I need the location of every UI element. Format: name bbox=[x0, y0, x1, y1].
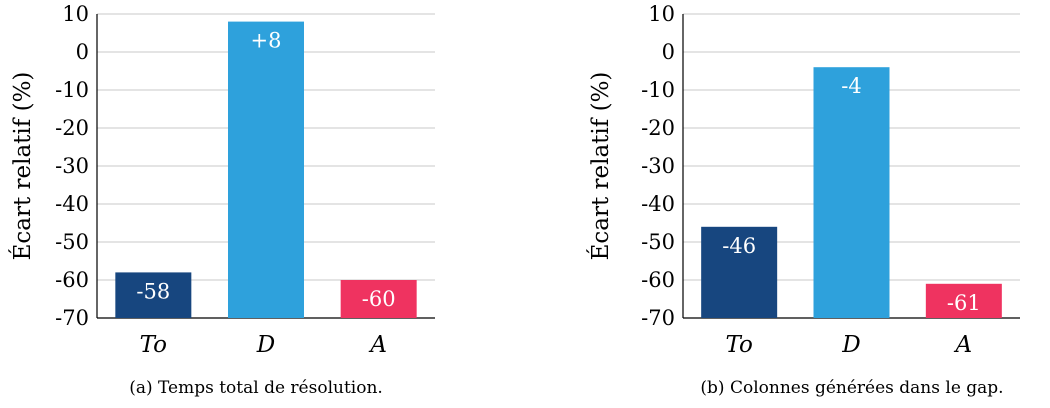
y-tick-label: -40 bbox=[641, 192, 675, 216]
category-label: A bbox=[368, 332, 387, 358]
category-label: To bbox=[725, 332, 752, 358]
y-tick-label: -70 bbox=[641, 306, 675, 330]
y-tick-label: -10 bbox=[55, 78, 89, 102]
bar-to bbox=[701, 226, 778, 318]
y-tick-label: -40 bbox=[55, 192, 89, 216]
bar-d bbox=[813, 67, 890, 318]
y-tick-label: -50 bbox=[55, 230, 89, 254]
bar-value-label: -61 bbox=[947, 291, 981, 315]
bar-a bbox=[340, 280, 417, 318]
y-tick-label: -70 bbox=[55, 306, 89, 330]
y-tick-label: 0 bbox=[662, 40, 675, 64]
y-tick-label: 10 bbox=[62, 2, 89, 26]
bar-value-label: +8 bbox=[251, 29, 282, 53]
bar-value-label: -58 bbox=[136, 279, 170, 303]
y-tick-label: -60 bbox=[55, 268, 89, 292]
bar-to bbox=[115, 272, 192, 318]
y-tick-label: -50 bbox=[641, 230, 675, 254]
y-axis-title: Écart relatif (%) bbox=[587, 72, 614, 261]
bar-value-label: -46 bbox=[722, 234, 756, 258]
bar-d bbox=[228, 21, 304, 318]
y-tick-label: -30 bbox=[55, 154, 89, 178]
category-label: D bbox=[841, 332, 860, 358]
y-tick-label: 0 bbox=[76, 40, 89, 64]
category-label: A bbox=[954, 332, 973, 358]
figure-caption: (b) Colonnes générées dans le gap. bbox=[700, 378, 1003, 398]
y-tick-label: -20 bbox=[641, 116, 675, 140]
bar-a bbox=[925, 283, 1002, 318]
bar-value-label: -4 bbox=[841, 74, 861, 98]
y-tick-label: -10 bbox=[641, 78, 675, 102]
y-tick-label: -20 bbox=[55, 116, 89, 140]
chart-colonnes-generees: 10 0 -10 -20 -30 -40 -50 -60 -70 -46 To -4 D -61 A Écar… bbox=[587, 2, 1020, 398]
chart-temps-total: 10 0 -10 -20 -30 -40 -50 -60 -70 -58 To +8 D -60 A Écar… bbox=[9, 2, 435, 398]
category-label: D bbox=[256, 332, 275, 358]
bar-value-label: -60 bbox=[362, 287, 396, 311]
y-tick-label: -60 bbox=[641, 268, 675, 292]
figure-caption: (a) Temps total de résolution. bbox=[129, 378, 383, 398]
y-tick-label: 10 bbox=[648, 2, 675, 26]
y-tick-label: -30 bbox=[641, 154, 675, 178]
category-label: To bbox=[140, 332, 167, 358]
y-axis-title: Écart relatif (%) bbox=[9, 72, 36, 261]
